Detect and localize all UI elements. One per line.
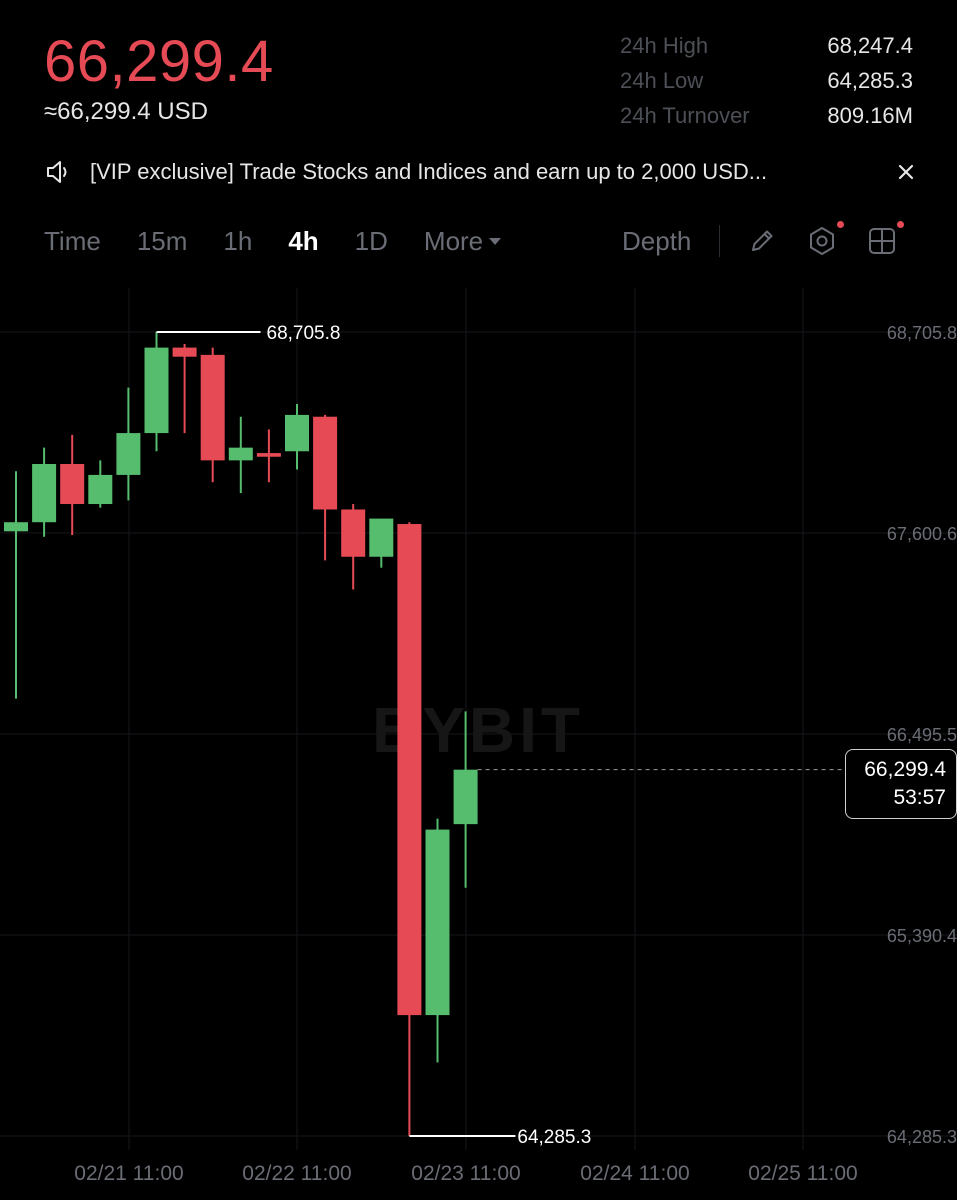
tab-time[interactable]: Time: [44, 225, 101, 256]
stat-low: 24h Low 64,285.3: [620, 63, 913, 98]
current-price-label: 66,299.4: [864, 758, 946, 781]
depth-tab[interactable]: Depth: [622, 225, 692, 256]
stats-panel: 24h High 68,247.4 24h Low 64,285.3 24h T…: [620, 28, 913, 133]
tab-1h[interactable]: 1h: [223, 225, 253, 256]
candle-body[interactable]: [397, 524, 422, 1016]
candle-body[interactable]: [32, 464, 57, 523]
x-tick-label: 02/23 11:00: [411, 1162, 520, 1185]
candle-body[interactable]: [88, 474, 113, 505]
indicator-icon[interactable]: [806, 221, 845, 257]
layout-grid-icon[interactable]: [866, 221, 905, 257]
candle-body[interactable]: [425, 829, 450, 1016]
more-label: More: [423, 225, 484, 256]
candle-body[interactable]: [144, 347, 169, 434]
candle-body[interactable]: [313, 416, 338, 510]
y-tick-label: 68,705.8: [887, 323, 957, 343]
x-tick-label: 02/24 11:00: [580, 1162, 689, 1185]
close-icon[interactable]: [892, 158, 920, 186]
candle-body[interactable]: [453, 769, 478, 825]
candle-countdown: 53:57: [893, 786, 946, 809]
candle-body[interactable]: [116, 433, 141, 475]
pencil-icon[interactable]: [746, 225, 778, 257]
notification-dot: [897, 221, 905, 228]
promo-banner[interactable]: [VIP exclusive] Trade Stocks and Indices…: [44, 152, 924, 192]
usd-price: ≈66,299.4 USD: [44, 98, 208, 125]
candle-body[interactable]: [200, 354, 225, 461]
x-tick-label: 02/21 11:00: [74, 1162, 183, 1185]
stat-value: 64,285.3: [827, 67, 913, 93]
current-price-tag: 66,299.4 53:57: [845, 749, 957, 819]
last-price: 66,299.4: [44, 29, 274, 94]
y-tick-label: 64,285.3: [887, 1127, 957, 1147]
y-tick-label: 65,390.4: [887, 926, 957, 946]
tab-15m[interactable]: 15m: [136, 225, 188, 256]
x-tick-label: 02/22 11:00: [242, 1162, 351, 1185]
stat-label: 24h Turnover: [620, 102, 750, 128]
more-dropdown[interactable]: More: [423, 225, 502, 257]
speaker-icon: [47, 161, 67, 183]
candle-body[interactable]: [4, 522, 28, 532]
stat-label: 24h Low: [620, 67, 704, 93]
tab-1d[interactable]: 1D: [354, 225, 388, 256]
y-tick-label: 67,600.6: [887, 524, 957, 544]
toolbar-divider: [719, 225, 721, 257]
low-marker-label: 64,285.3: [517, 1127, 591, 1148]
notification-dot: [837, 221, 845, 228]
candle-body[interactable]: [172, 347, 197, 357]
candle-body[interactable]: [285, 414, 309, 452]
timeframe-tabs: Time 15m 1h 4h 1D More: [44, 220, 502, 262]
x-tick-label: 02/25 11:00: [748, 1162, 857, 1185]
y-tick-label: 66,495.5: [887, 725, 957, 745]
high-marker-label: 68,705.8: [267, 323, 341, 344]
stat-value: 68,247.4: [827, 32, 913, 58]
stat-turnover: 24h Turnover 809.16M: [620, 98, 913, 133]
stat-high: 24h High 68,247.4: [620, 28, 913, 63]
banner-text[interactable]: [VIP exclusive] Trade Stocks and Indices…: [90, 159, 768, 184]
tab-4h[interactable]: 4h: [288, 225, 319, 256]
candlestick-chart[interactable]: BYBIT68,705.867,600.666,495.565,390.464,…: [0, 280, 957, 1200]
caret-down-icon: [489, 237, 502, 245]
candle-body[interactable]: [256, 453, 281, 457]
candle-body[interactable]: [369, 518, 394, 557]
candle-body[interactable]: [228, 447, 253, 461]
candle-body[interactable]: [341, 509, 366, 557]
stat-value: 809.16M: [827, 102, 913, 128]
stat-label: 24h High: [620, 32, 709, 58]
chart-toolbar: Depth: [622, 220, 926, 262]
candle-body[interactable]: [60, 464, 85, 505]
